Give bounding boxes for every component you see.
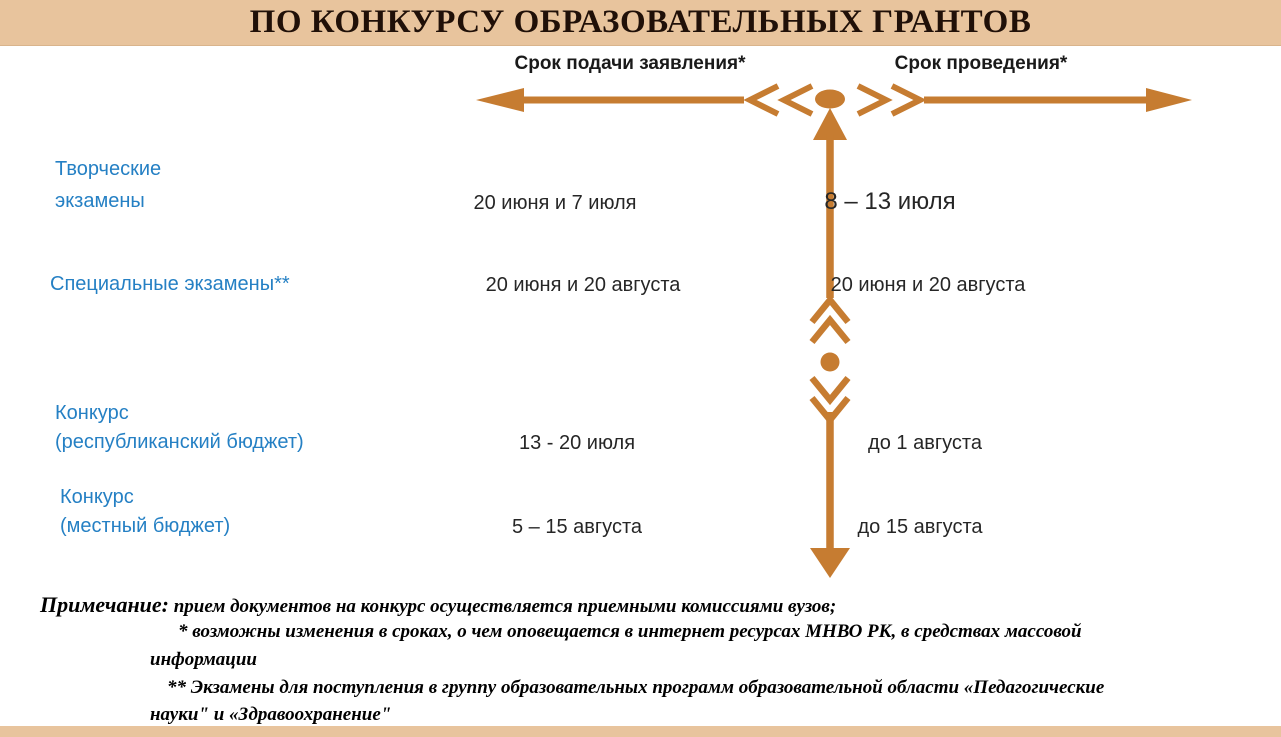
note-line-3: информации <box>150 649 257 670</box>
up-arrowhead-icon <box>813 108 847 140</box>
competition-local-conduct-dates: до 15 августа <box>857 516 983 538</box>
row-label-special-exams: Специальные экзамены** <box>50 273 290 295</box>
chevron-up-icon <box>809 294 851 325</box>
note-label: Примечание: <box>40 592 169 617</box>
chevron-left-icon <box>743 83 780 117</box>
note-line-1-text: прием документов на конкурс осуществляет… <box>173 596 837 617</box>
note-line-2: * возможны изменения в сроках, о чем опо… <box>178 621 1082 642</box>
chevron-left-icon <box>777 83 814 117</box>
left-arrowhead-icon <box>476 88 524 112</box>
creative-exams-application-dates: 20 июня и 7 июля <box>473 192 637 214</box>
slide-title: ПО КОНКУРСУ ОБРАЗОВАТЕЛЬНЫХ ГРАНТОВ <box>249 4 1032 40</box>
note-line-1: Примечание: прием документов на конкурс … <box>40 592 836 618</box>
creative-exams-conduct-dates: 8 – 13 июля <box>824 188 956 215</box>
special-exams-application-dates: 20 июня и 20 августа <box>485 274 681 296</box>
column-header-application-period: Срок подачи заявления* <box>514 53 746 74</box>
row-label-competition-republican-line1: Конкурс <box>55 402 129 424</box>
row-label-competition-local-line2: (местный бюджет) <box>60 515 231 537</box>
competition-republican-conduct-dates: до 1 августа <box>868 432 982 454</box>
mid-dot <box>820 352 840 372</box>
bottom-bar <box>0 726 1281 737</box>
chevron-up-icon <box>809 314 851 345</box>
column-header-conduct-period: Срок проведения* <box>894 53 1068 74</box>
center-ellipse <box>815 89 845 109</box>
note-line-4: ** Экзамены для поступления в группу обр… <box>167 677 1105 698</box>
note-line-5: науки" и «Здравоохранение" <box>150 704 392 725</box>
special-exams-conduct-dates: 20 июня и 20 августа <box>830 274 1026 296</box>
competition-republican-application-dates: 13 - 20 июля <box>518 432 636 454</box>
competition-local-application-dates: 5 – 15 августа <box>511 516 643 538</box>
row-label-creative-exams-line2: экзамены <box>55 190 145 212</box>
title-bar: ПО КОНКУРСУ ОБРАЗОВАТЕЛЬНЫХ ГРАНТОВ <box>0 0 1281 46</box>
right-arrowhead-icon <box>1146 88 1192 112</box>
row-label-competition-local-line1: Конкурс <box>60 486 134 508</box>
down-arrowhead-icon <box>810 548 850 578</box>
chevron-right-icon <box>890 83 927 117</box>
row-label-competition-republican-line2: (республиканский бюджет) <box>55 431 304 453</box>
chevron-down-icon <box>809 375 851 406</box>
chevron-right-icon <box>856 83 893 117</box>
row-label-creative-exams-line1: Творческие <box>55 158 162 180</box>
